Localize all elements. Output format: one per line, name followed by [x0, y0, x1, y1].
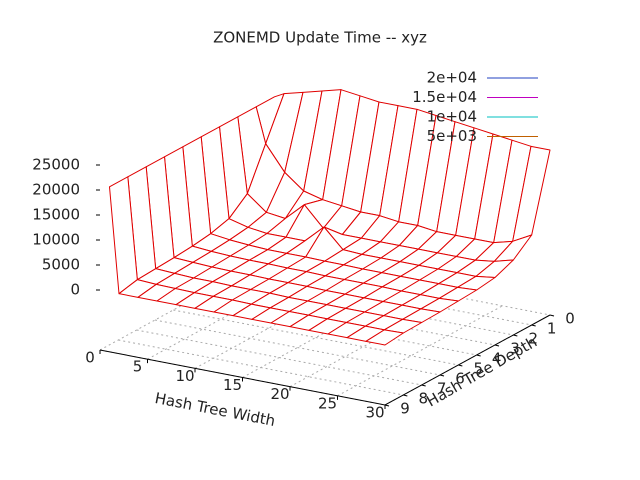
z-tick-label: 10000 — [32, 231, 80, 249]
x-tick-label: 15 — [223, 376, 242, 394]
y-tick-label: 8 — [419, 390, 429, 408]
y-tick-label: 4 — [492, 350, 502, 368]
legend-label: 1e+04 — [427, 108, 477, 126]
y-tick-label: 2 — [529, 330, 539, 348]
grid-line — [154, 319, 441, 376]
z-tick-label: 20000 — [32, 181, 80, 199]
y-tick-label: 1 — [547, 320, 557, 338]
x-tick-label: 5 — [133, 358, 143, 376]
legend-label: 1.5e+04 — [412, 88, 477, 106]
x-tick-label: 20 — [270, 385, 289, 403]
z-tick-label: 5000 — [42, 256, 80, 274]
surface-cell — [365, 329, 404, 346]
grid-line — [173, 309, 459, 366]
base-border — [99, 314, 551, 406]
x-tick-label: 10 — [175, 367, 194, 385]
y-tick-label: 5 — [474, 360, 484, 378]
legend-label: 5e+03 — [427, 127, 477, 145]
legend-label: 2e+04 — [427, 69, 477, 87]
z-tick-label: 15000 — [32, 206, 80, 224]
z-tick-label: 0 — [70, 281, 80, 299]
z-tick-label: 25000 — [32, 156, 80, 174]
grid-line — [337, 305, 503, 397]
y-tick-label: 7 — [437, 380, 447, 398]
chart-title: ZONEMD Update Time -- xyz — [213, 29, 427, 47]
y-tick-label: 9 — [400, 400, 410, 418]
y-tick-label: 6 — [455, 370, 465, 388]
y-tick-label: 3 — [510, 340, 520, 358]
x-tick-label: 25 — [318, 394, 337, 412]
x-tick-label: 30 — [365, 404, 384, 422]
tick-mark — [549, 314, 555, 317]
x-tick-label: 0 — [85, 349, 95, 367]
y-tick-label: 0 — [565, 310, 575, 328]
grid-line — [118, 339, 404, 396]
grid-line — [136, 329, 422, 386]
